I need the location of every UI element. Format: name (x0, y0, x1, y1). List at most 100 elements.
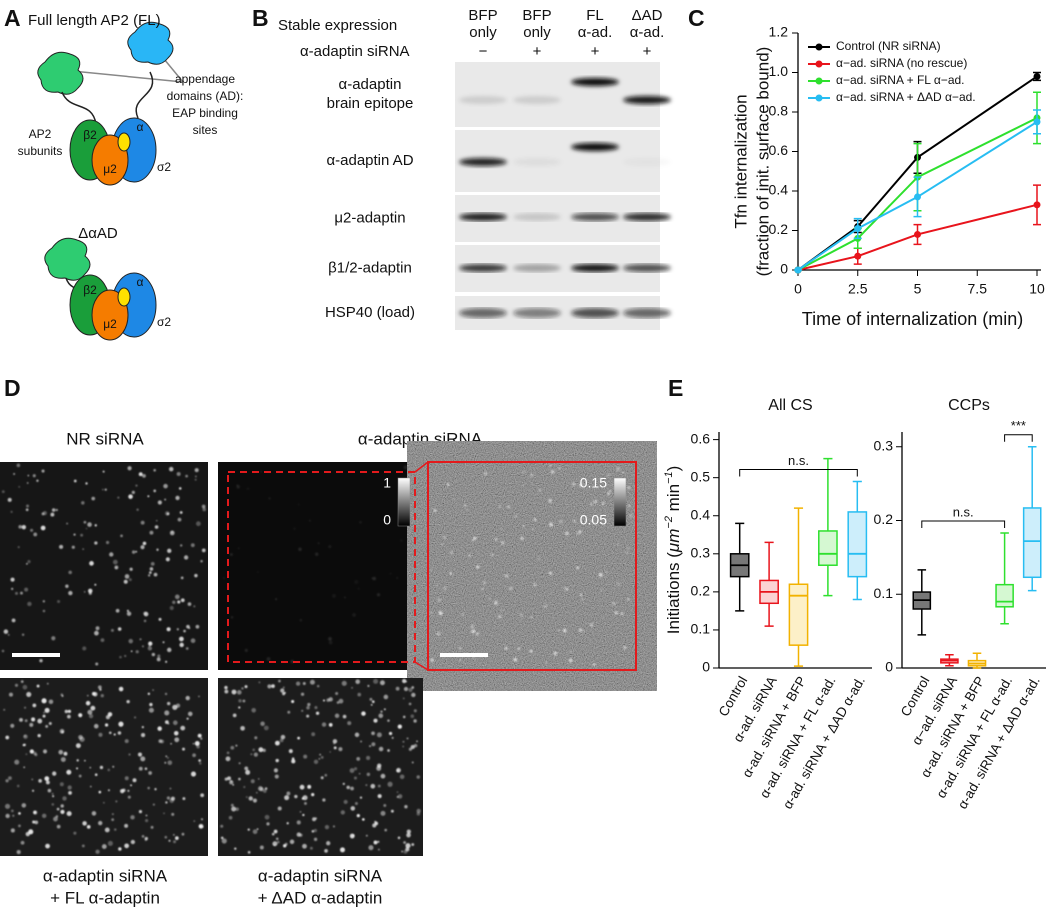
spot (20, 840, 25, 845)
spot (605, 571, 608, 574)
whisker (1000, 532, 1009, 625)
micrograph-spots (3, 680, 205, 855)
spot (201, 826, 204, 828)
band (571, 308, 619, 318)
spot (8, 692, 13, 697)
spot (48, 721, 52, 725)
spot (238, 706, 241, 709)
spot (185, 695, 190, 701)
spot (494, 537, 498, 541)
x-tick-label: 2.5 (848, 281, 868, 297)
label: α (137, 120, 144, 134)
label: Full length AP2 (FL) (28, 12, 161, 29)
label: sites (193, 123, 218, 137)
spot (109, 552, 114, 557)
spot (372, 576, 377, 581)
spot (367, 684, 370, 688)
spot (180, 725, 186, 731)
spot (562, 628, 567, 633)
spot (101, 844, 107, 849)
spot (373, 678, 379, 684)
spot (10, 510, 13, 513)
spot (115, 608, 120, 613)
spot (193, 820, 196, 823)
spot (309, 846, 313, 850)
spot (532, 528, 535, 531)
spot (411, 843, 415, 846)
y-tick-label: 1.0 (769, 63, 789, 79)
spot (313, 759, 319, 764)
spot (173, 840, 177, 844)
spot (156, 548, 159, 551)
spot (23, 743, 26, 747)
spot (7, 633, 10, 636)
spot (260, 470, 263, 473)
spot (21, 524, 27, 530)
spot (169, 530, 175, 536)
blot-bands (459, 308, 671, 318)
spot (89, 561, 94, 566)
spot (29, 749, 34, 754)
spot (181, 832, 185, 836)
spot (282, 844, 287, 848)
spot (107, 712, 113, 717)
spot (558, 519, 563, 524)
label: brain epitope (327, 95, 414, 112)
spot (42, 749, 48, 754)
spot (593, 499, 598, 504)
label: + (643, 43, 652, 60)
spot (538, 488, 542, 492)
band (571, 143, 619, 151)
spot (548, 498, 553, 503)
spot (356, 814, 360, 818)
data-point (1033, 72, 1041, 80)
spot (408, 747, 413, 751)
spot (33, 751, 37, 756)
spot (162, 641, 165, 644)
spot (231, 806, 237, 812)
spot (115, 800, 118, 803)
spot (307, 702, 311, 707)
spot (20, 591, 23, 595)
y-tick-label: 0.2 (769, 221, 789, 237)
spot (10, 723, 15, 728)
spot (127, 466, 132, 471)
spot (148, 771, 152, 775)
spot (616, 543, 619, 546)
spot (413, 743, 418, 748)
x-axis-label: Time of internalization (min) (802, 309, 1023, 329)
spot (232, 784, 235, 786)
spot (244, 685, 248, 689)
spot (275, 598, 278, 601)
spot (199, 825, 202, 828)
spot (458, 646, 462, 650)
y-tick-label: 0.4 (691, 506, 711, 522)
spot (81, 501, 85, 505)
spot (580, 597, 585, 602)
spot (144, 767, 148, 771)
spot (302, 681, 306, 685)
blot-bands (459, 264, 671, 272)
spot (341, 680, 347, 686)
band (623, 213, 671, 221)
spot (4, 803, 11, 809)
spot (257, 571, 259, 573)
spot (41, 698, 47, 704)
band (513, 264, 561, 272)
spot (180, 576, 184, 580)
spot (45, 843, 50, 849)
spot (359, 520, 362, 524)
spot (18, 485, 21, 488)
spot (172, 833, 175, 836)
spot (291, 757, 295, 761)
spot (107, 789, 110, 792)
spot (564, 531, 569, 536)
spot (622, 471, 625, 474)
spot (500, 527, 503, 530)
label: + FL α-adaptin (50, 888, 160, 907)
spot (264, 814, 270, 820)
spot (548, 571, 553, 575)
spot (578, 628, 583, 632)
spot (579, 593, 583, 597)
y-tick-label: 1.2 (769, 24, 789, 40)
